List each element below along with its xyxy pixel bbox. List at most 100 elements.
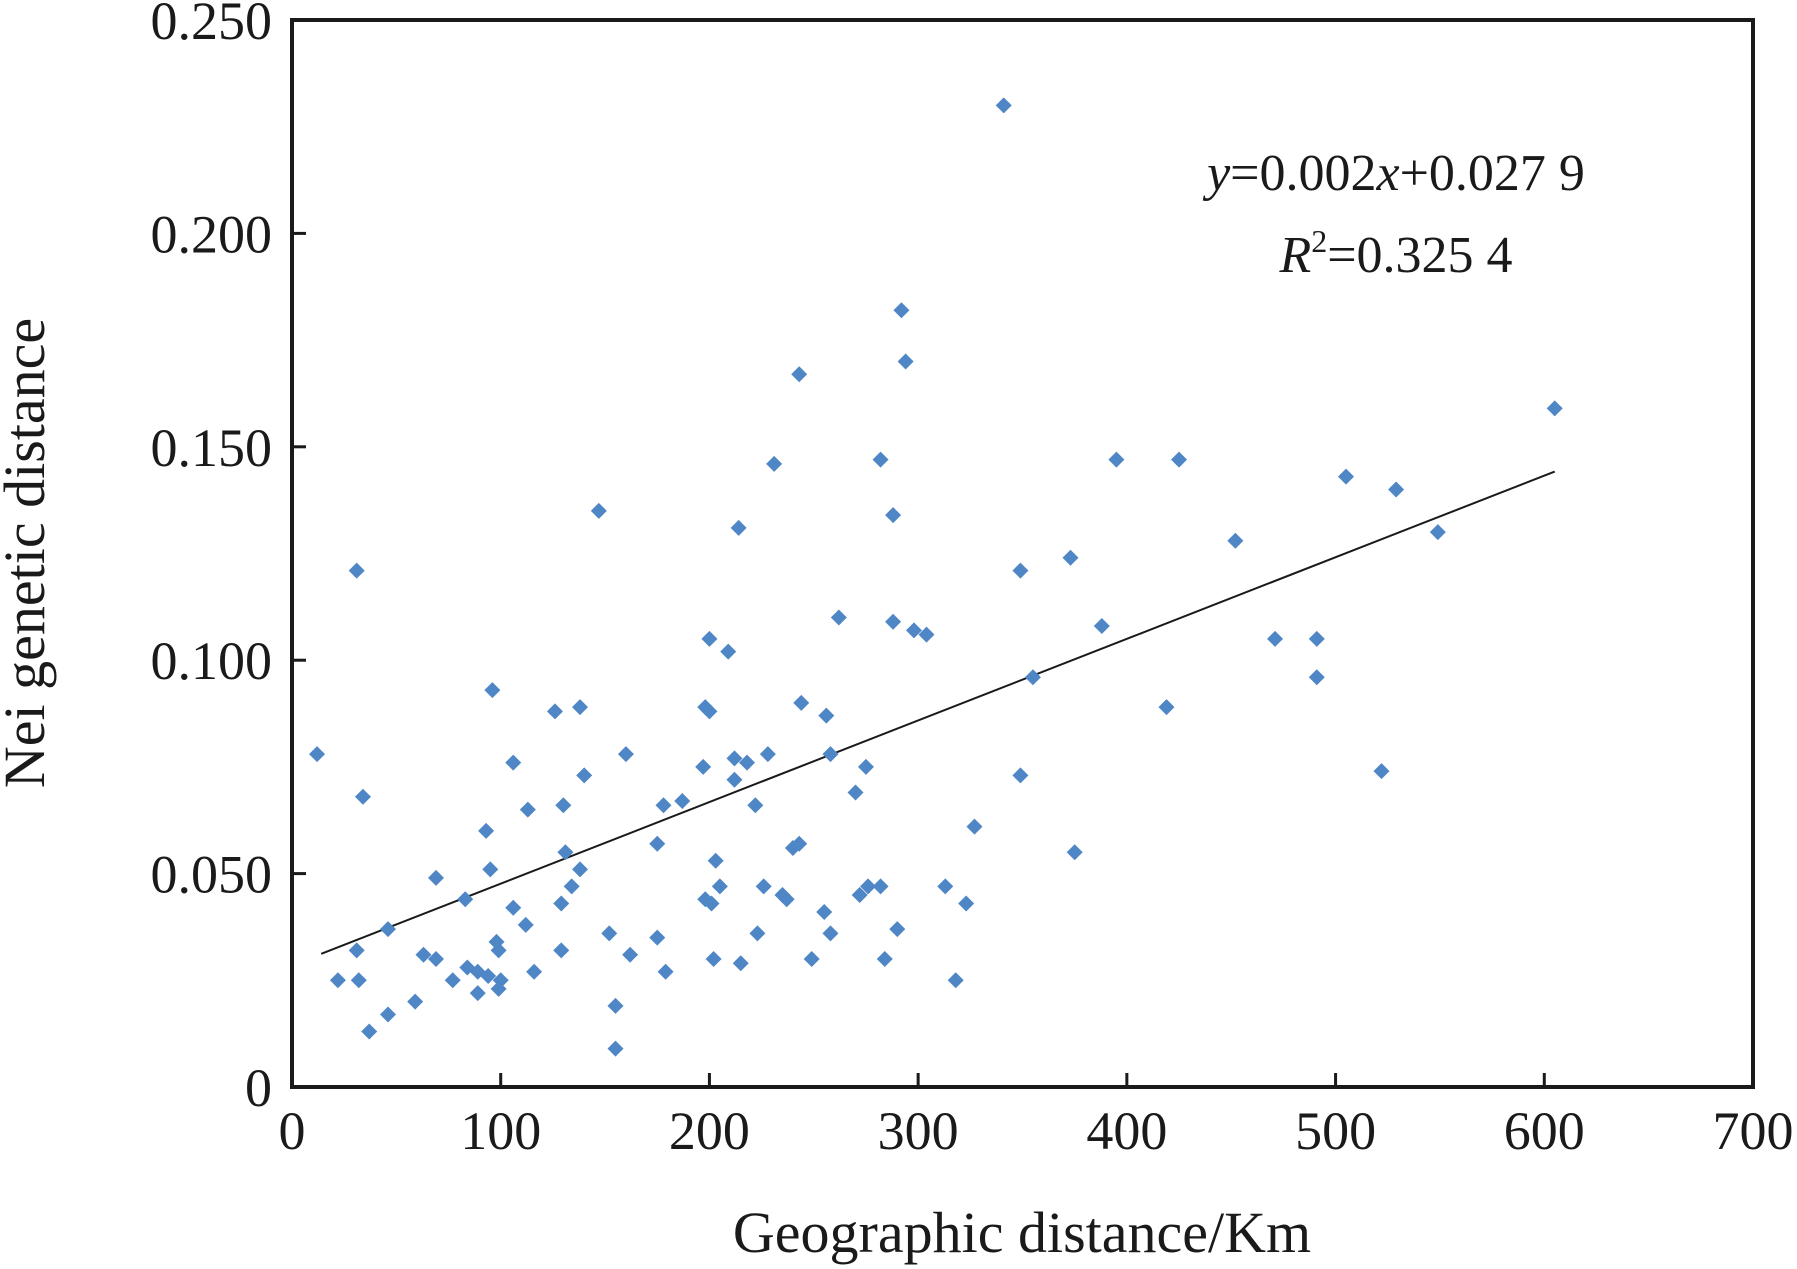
y-tick-label: 0.200 <box>151 204 273 264</box>
data-point <box>778 891 795 908</box>
data-point <box>857 758 874 775</box>
data-point <box>309 746 326 763</box>
data-point <box>674 793 691 810</box>
data-point <box>885 507 902 524</box>
data-point <box>958 895 975 912</box>
x-tick-label: 100 <box>460 1101 541 1161</box>
data-point <box>995 97 1012 114</box>
data-point <box>1373 763 1390 780</box>
data-point <box>490 980 507 997</box>
data-point <box>1227 532 1244 549</box>
data-point <box>572 699 589 716</box>
data-point <box>607 997 624 1014</box>
data-point <box>354 788 371 805</box>
data-point <box>590 502 607 519</box>
data-point <box>885 613 902 630</box>
y-tick-label: 0.150 <box>151 418 273 478</box>
data-point <box>937 878 954 895</box>
data-point <box>607 1040 624 1057</box>
data-point <box>407 993 424 1010</box>
data-point <box>720 643 737 660</box>
data-point <box>872 878 889 895</box>
x-tick-label: 300 <box>878 1101 959 1161</box>
data-point <box>1338 468 1355 485</box>
data-point <box>415 946 432 963</box>
data-point <box>380 1006 397 1023</box>
data-point <box>889 921 906 938</box>
regression-equation: y=0.002x+0.027 9 <box>1202 145 1585 202</box>
data-point <box>816 904 833 921</box>
data-point <box>701 703 718 720</box>
data-point <box>1066 844 1083 861</box>
x-axis-ticks: 0 100 200 300 400 500 600 700 <box>279 1073 1794 1161</box>
data-point <box>1388 481 1405 498</box>
x-tick-label: 200 <box>669 1101 750 1161</box>
plot-frame <box>290 18 1755 1089</box>
data-point <box>519 801 536 818</box>
data-point <box>830 609 847 626</box>
y-tick-label: 0.250 <box>151 0 273 51</box>
data-point <box>1308 630 1325 647</box>
data-point <box>329 972 346 989</box>
y-axis-title: Nei genetic distance <box>0 318 57 788</box>
x-tick-label: 700 <box>1713 1101 1794 1161</box>
data-point <box>818 707 835 724</box>
data-point <box>526 963 543 980</box>
data-point <box>563 878 580 895</box>
data-point <box>822 925 839 942</box>
data-point <box>348 562 365 579</box>
data-point <box>555 797 572 814</box>
data-point <box>1024 669 1041 686</box>
data-point <box>649 929 666 946</box>
regression-line <box>320 470 1556 955</box>
data-point <box>622 946 639 963</box>
data-point <box>350 972 367 989</box>
y-axis-ticks: 0 0.050 0.100 0.150 0.200 0.250 <box>151 0 306 1118</box>
data-point <box>730 519 747 536</box>
data-point <box>822 746 839 763</box>
data-point <box>617 746 634 763</box>
data-point <box>1308 669 1325 686</box>
data-point <box>482 861 499 878</box>
data-point <box>876 950 893 967</box>
data-point <box>1093 618 1110 635</box>
data-point <box>469 985 486 1002</box>
data-point <box>1108 451 1125 468</box>
data-point <box>1062 549 1079 566</box>
data-point <box>517 916 534 933</box>
data-point <box>1429 524 1446 541</box>
data-point <box>766 455 783 472</box>
data-point <box>793 694 810 711</box>
r-squared: R2=0.325 4 <box>1278 223 1512 284</box>
data-point <box>361 1023 378 1040</box>
data-point <box>478 822 495 839</box>
data-point <box>657 963 674 980</box>
data-point <box>897 353 914 370</box>
data-point <box>695 758 712 775</box>
y-tick-label: 0.100 <box>151 631 273 691</box>
data-point <box>444 972 461 989</box>
data-point <box>860 878 877 895</box>
data-point <box>480 968 497 985</box>
y-tick-label: 0.050 <box>151 845 273 905</box>
data-point <box>576 767 593 784</box>
data-point <box>726 771 743 788</box>
x-tick-label: 0 <box>279 1101 306 1161</box>
data-point <box>1171 451 1188 468</box>
data-point <box>747 797 764 814</box>
data-point <box>847 784 864 801</box>
data-point <box>755 878 772 895</box>
data-point <box>380 921 397 938</box>
data-point <box>428 950 445 967</box>
data-point <box>749 925 766 942</box>
data-point <box>649 835 666 852</box>
x-tick-label: 600 <box>1504 1101 1585 1161</box>
data-point <box>707 852 724 869</box>
data-point <box>457 891 474 908</box>
data-point <box>546 703 563 720</box>
data-point <box>490 942 507 959</box>
data-point <box>703 895 720 912</box>
data-point <box>553 895 570 912</box>
data-point <box>484 682 501 699</box>
